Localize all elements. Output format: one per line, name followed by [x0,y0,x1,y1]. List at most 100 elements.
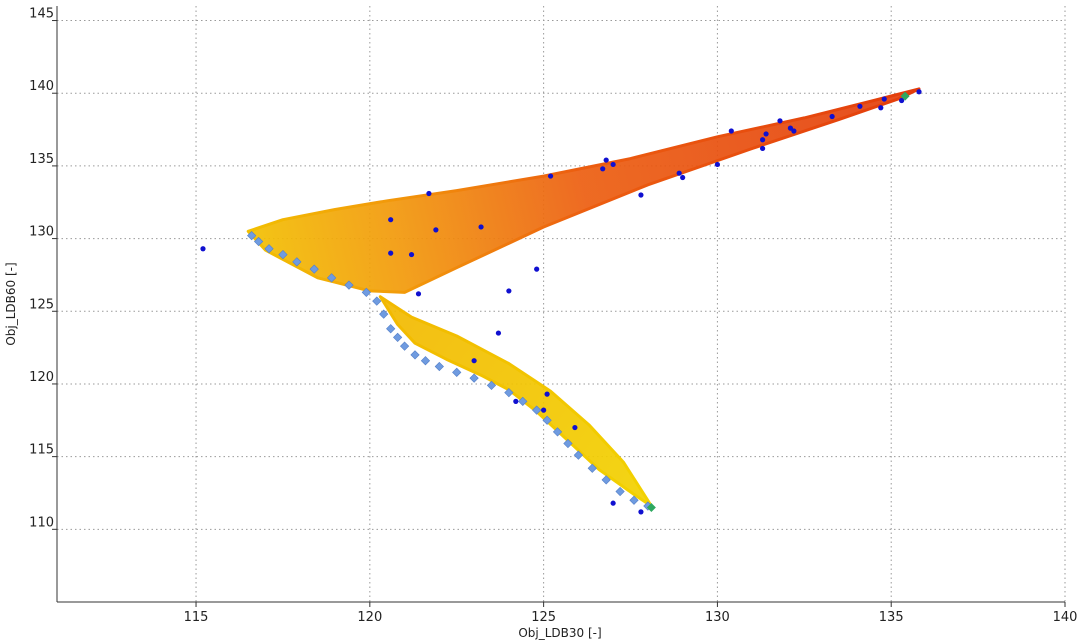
axes [56,6,1065,603]
x-tick-label: 135 [879,610,904,625]
sample-point [829,113,835,120]
x-tick-label: 125 [531,610,556,625]
grid-lines [57,6,1066,602]
front-point [601,475,611,485]
sample-point [638,192,644,198]
sample-point [680,174,686,181]
front-point [379,309,389,319]
front-point [504,388,514,398]
front-point [361,287,371,297]
front-point [532,405,542,415]
front-point [386,324,396,334]
sample-point [200,246,206,252]
front-point [372,296,382,306]
front-point [399,341,410,351]
sample-point [916,89,922,95]
sample-point [787,125,794,131]
sample-point [478,224,484,230]
sample-point [714,161,721,168]
sample-point [791,128,797,134]
y-tick-label: 145 [29,7,54,22]
front-point [542,415,552,425]
sample-point [506,288,512,294]
front-point [552,427,563,437]
sample-series [200,89,922,515]
sample-point [610,161,616,168]
sample-point [857,103,863,109]
front-point [615,486,625,497]
solution-clouds [246,87,921,508]
sample-point [544,391,550,397]
sample-point [603,157,609,163]
x-tick-label: 140 [1053,610,1078,625]
extreme-point [646,503,656,513]
front-point [264,244,274,254]
sample-point [388,250,394,256]
front-point [410,350,420,360]
sample-point [763,131,769,137]
sample-point [878,105,884,111]
sample-point [433,227,439,233]
upper-solution-cloud [246,87,921,294]
y-tick-label: 135 [29,152,54,167]
sample-point [415,291,422,297]
sample-point [547,173,554,179]
sample-point [541,407,547,413]
sample-point [471,358,477,364]
sample-point [534,266,540,272]
x-tick-label: 130 [705,610,730,625]
extreme-point [900,91,910,101]
sample-point [676,170,682,176]
front-point [344,280,354,290]
y-tick-label: 130 [29,225,54,240]
y-axis-label: Obj_LDB60 [-] [4,262,18,345]
front-point [469,373,479,383]
extreme-series [646,91,910,513]
front-point [393,332,403,343]
sample-point [572,424,578,431]
front-point [563,438,573,449]
sample-point [777,118,783,124]
front-point [278,249,288,260]
plot-background [57,6,1065,602]
sample-point [899,97,905,104]
front-point [518,396,528,407]
y-tick-label: 140 [29,79,54,94]
x-axis-ticks: 115 120 125 130 135 140 [184,602,1078,625]
x-tick-label: 120 [357,610,382,625]
front-point [420,356,431,366]
sample-point [408,251,415,258]
y-tick-label: 125 [29,297,54,312]
x-tick-label: 115 [184,610,209,625]
sample-point [513,398,519,404]
front-point [573,450,584,460]
front-point [309,264,319,274]
pareto-front-series [247,231,653,511]
front-point [434,361,444,372]
y-axis-ticks: 110 115 120 125 130 135 140 145 [29,7,57,530]
front-point [326,273,337,283]
sample-point [495,330,502,336]
front-point [587,463,597,473]
sample-point [426,190,432,197]
sample-point [610,500,616,506]
sample-point [760,137,766,143]
sample-point [760,145,766,152]
sample-point [881,96,887,102]
y-tick-label: 115 [29,443,54,458]
sample-point [638,509,644,515]
front-point [452,367,462,377]
front-point [486,380,497,391]
front-point [253,236,264,247]
lower-solution-cloud [378,295,653,508]
front-point [292,257,302,267]
sample-point [600,166,606,172]
x-axis-label: Obj_LDB30 [-] [518,626,601,640]
front-point [629,495,639,505]
sample-point [728,128,734,134]
y-tick-label: 120 [29,370,54,385]
sample-point [388,217,394,223]
front-point [247,231,257,241]
y-tick-label: 110 [29,515,54,530]
